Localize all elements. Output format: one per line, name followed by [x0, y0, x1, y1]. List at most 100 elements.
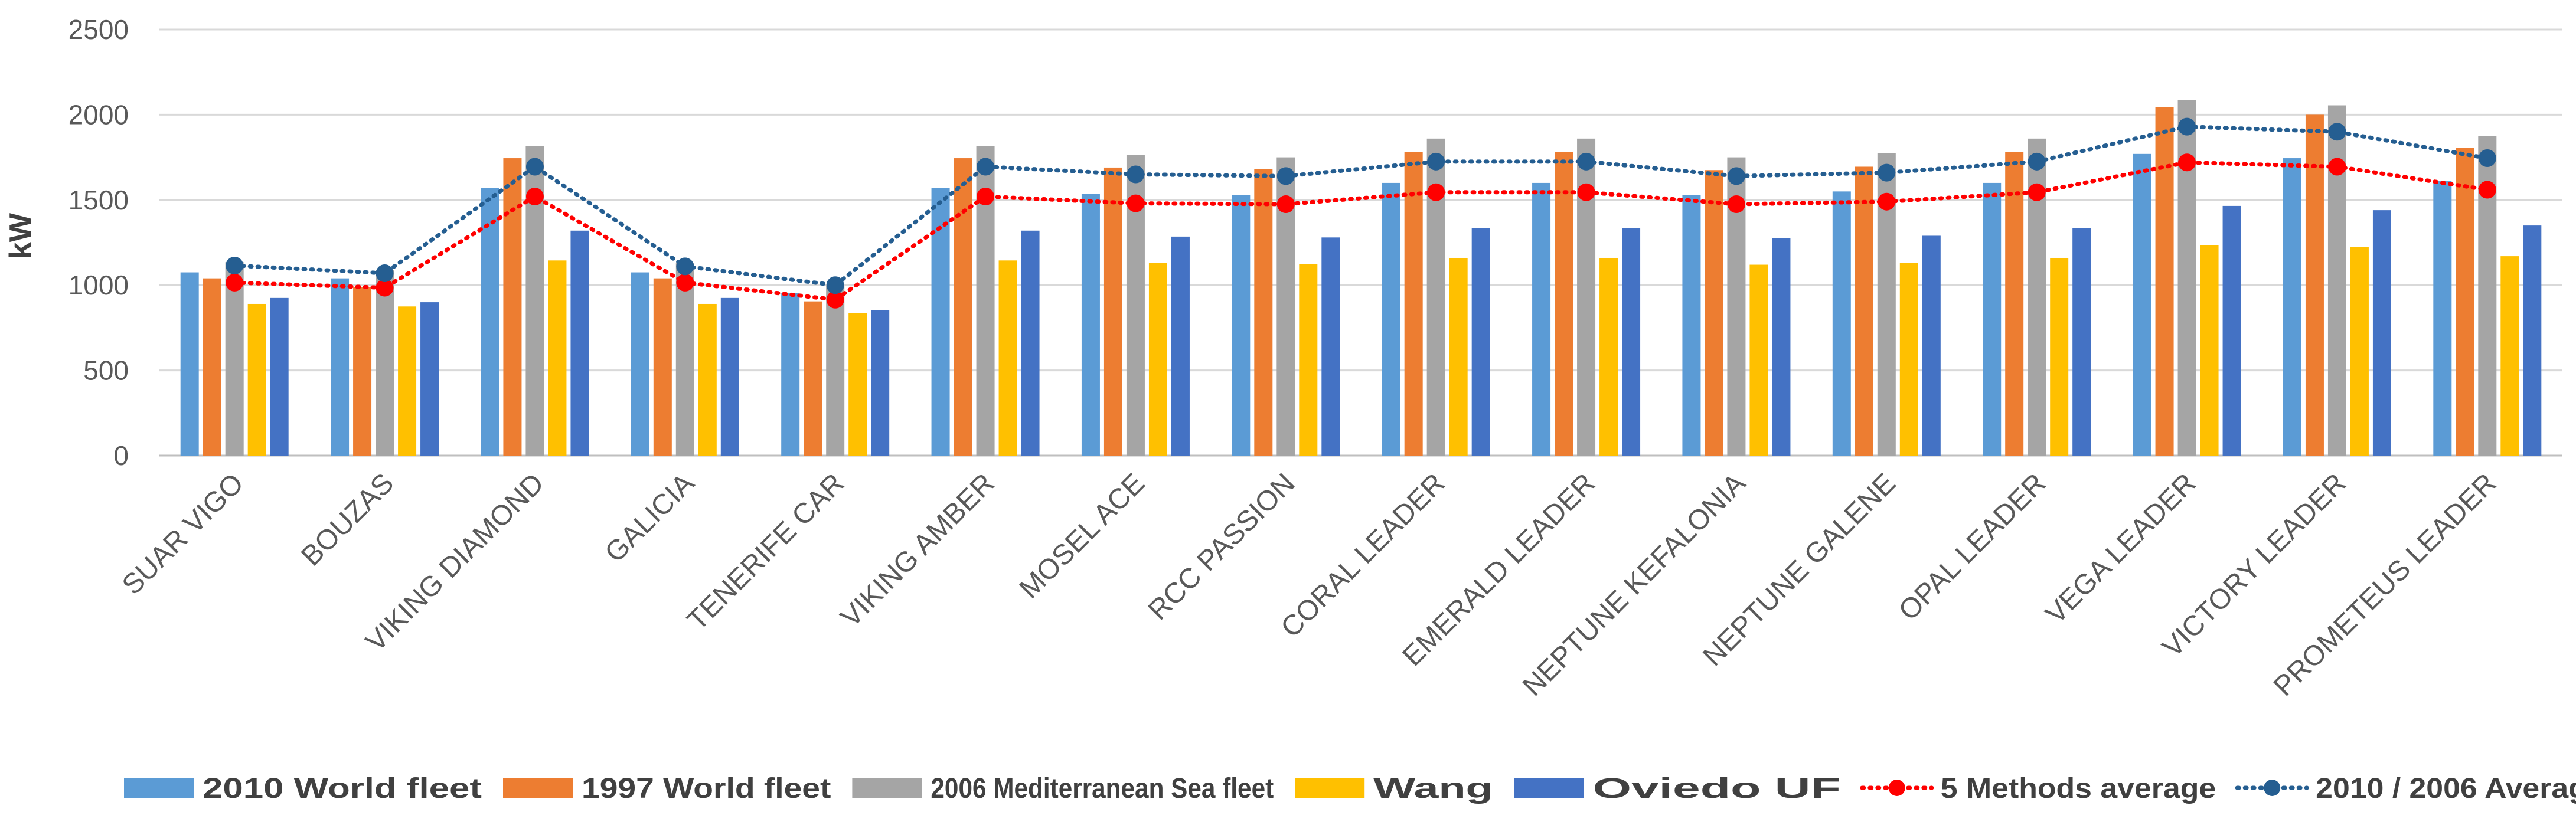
bar	[2523, 225, 2542, 456]
x-tick-label: VIKING AMBER	[835, 467, 1001, 633]
bar	[481, 188, 499, 456]
bar	[2222, 205, 2241, 456]
bar	[225, 262, 244, 456]
x-tick-label: RCC PASSION	[1142, 467, 1301, 626]
x-tick-label: OPAL LEADER	[1893, 467, 2052, 626]
bar	[180, 272, 199, 456]
line-point	[977, 188, 995, 206]
line-point	[977, 158, 995, 176]
line-point	[1577, 152, 1595, 171]
bar	[826, 286, 845, 456]
line-point	[1427, 152, 1445, 171]
bar	[1021, 230, 1040, 456]
legend-swatch	[852, 778, 922, 798]
bar	[353, 287, 372, 456]
legend-label: 2010 / 2006 Average	[2316, 773, 2576, 804]
bar	[247, 303, 266, 456]
bar	[675, 263, 694, 456]
bar	[376, 270, 394, 456]
y-tick-label: 1000	[68, 270, 129, 300]
line-series	[226, 117, 2496, 309]
bar	[848, 313, 867, 456]
line-point	[2028, 152, 2046, 171]
bar	[1081, 194, 1100, 456]
line-point	[525, 188, 544, 206]
legend-label: 1997 World fleet	[582, 773, 831, 804]
bar	[804, 301, 822, 456]
bar	[998, 260, 1017, 456]
bar	[270, 297, 289, 456]
bar	[1232, 195, 1251, 456]
line-point	[2328, 158, 2346, 176]
bar	[871, 310, 890, 456]
line-point	[1577, 183, 1595, 201]
bar	[1922, 235, 1941, 456]
bar	[1899, 263, 1918, 456]
bar	[1832, 191, 1851, 456]
line-point	[1276, 195, 1295, 214]
line-point	[826, 276, 844, 294]
bar	[1772, 238, 1791, 456]
bar	[653, 278, 672, 456]
line-point	[1127, 165, 1145, 184]
bar	[2050, 257, 2069, 456]
bar	[1404, 152, 1423, 456]
bar	[2005, 152, 2024, 456]
bar	[503, 158, 522, 456]
bar	[2072, 228, 2091, 456]
x-tick-label: VEGA LEADER	[2040, 467, 2202, 630]
x-tick-label: MOSEL ACE	[1014, 467, 1151, 604]
line-point	[1276, 167, 1295, 185]
series-line	[232, 125, 2490, 287]
bar	[2456, 148, 2474, 456]
x-tick-label: CORAL LEADER	[1275, 467, 1451, 643]
bar	[1321, 237, 1340, 456]
series-line	[232, 160, 2490, 302]
bar	[2350, 247, 2369, 456]
bar	[1749, 264, 1768, 456]
line-point	[2178, 117, 2196, 136]
legend-label: Wang	[1373, 773, 1493, 804]
line-point	[1127, 194, 1145, 212]
line-point	[676, 257, 694, 276]
line-point	[1878, 163, 1896, 182]
x-tick-label: GALICIA	[599, 467, 700, 568]
line-point	[525, 158, 544, 176]
legend-marker	[1888, 780, 1905, 796]
bar-series	[180, 100, 2542, 456]
line-point	[226, 256, 244, 274]
line-point	[2328, 123, 2346, 141]
bar	[1103, 167, 1122, 456]
bar	[2177, 100, 2196, 456]
line-point	[676, 273, 694, 292]
legend-swatch	[1514, 778, 1584, 798]
legend-label: Oviedo UF	[1593, 773, 1841, 804]
bar	[2133, 153, 2151, 456]
y-axis-ticks: 0 500 1000 1500 2000 2500	[68, 14, 129, 471]
bar	[203, 278, 221, 456]
y-axis-label: kW	[4, 212, 38, 259]
line-point	[1427, 183, 1445, 201]
bar	[1983, 182, 2002, 456]
bar	[2283, 158, 2301, 456]
y-tick-label: 500	[83, 355, 129, 386]
line-point	[826, 290, 844, 309]
bar	[1449, 257, 1468, 456]
bar	[720, 297, 739, 456]
line-point	[376, 279, 394, 297]
bar	[1382, 182, 1400, 456]
line-point	[2478, 181, 2496, 199]
line-point	[1727, 195, 1745, 214]
legend-swatch	[503, 778, 573, 798]
line-point	[376, 264, 394, 282]
legend-marker	[2264, 780, 2281, 796]
legend-label: 5 Methods average	[1941, 773, 2216, 804]
y-tick-label: 1500	[68, 185, 129, 215]
bar	[420, 302, 439, 456]
bar	[2305, 114, 2324, 456]
line-point	[2178, 153, 2196, 172]
bar	[1171, 236, 1190, 456]
bar	[1682, 195, 1701, 456]
bar	[1148, 263, 1167, 456]
